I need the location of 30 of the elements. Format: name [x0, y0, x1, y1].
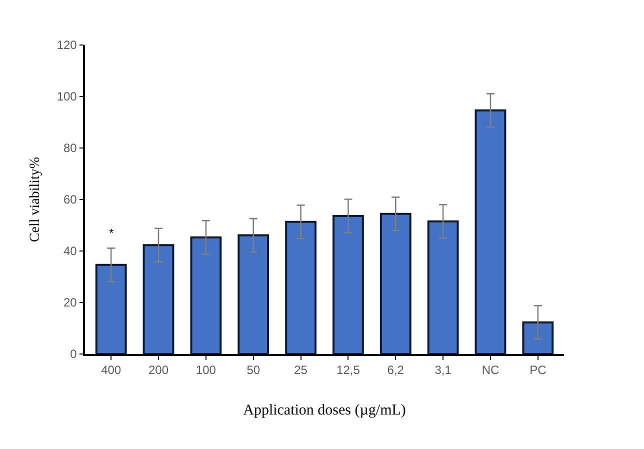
y-tick-label: 100 [56, 90, 78, 104]
bar [95, 264, 127, 354]
bar [522, 321, 554, 354]
x-tick-label: PC [530, 363, 547, 378]
y-tick-label: 60 [63, 192, 78, 207]
x-tick-label: 6,2 [387, 363, 404, 378]
bar [474, 109, 506, 354]
bar [190, 236, 222, 354]
annotation: * [109, 226, 114, 240]
y-tick-label: 40 [63, 244, 78, 258]
y-tick-label: 80 [63, 141, 78, 156]
x-axis-title: Application doses (µg/mL) [243, 402, 406, 419]
y-tick-label: 120 [56, 38, 78, 52]
x-tick-label: 50 [246, 363, 260, 378]
bar [427, 220, 459, 354]
x-tick-label: 100 [196, 363, 216, 378]
y-tick-label: 20 [63, 296, 78, 310]
bar [142, 244, 174, 354]
bar [380, 212, 412, 354]
x-tick-label: 200 [148, 363, 169, 378]
y-axis-title: Cell viability% [28, 156, 43, 242]
y-tick-label: 0 [70, 347, 78, 362]
x-tick-label: 12,5 [336, 363, 360, 378]
bar [238, 234, 270, 354]
bar [285, 220, 316, 354]
bar [332, 214, 364, 354]
x-tick-label: 3,1 [434, 363, 452, 378]
x-tick-label: 25 [294, 363, 308, 378]
x-tick-label: NC [482, 363, 500, 378]
x-tick-label: 400 [101, 363, 122, 378]
